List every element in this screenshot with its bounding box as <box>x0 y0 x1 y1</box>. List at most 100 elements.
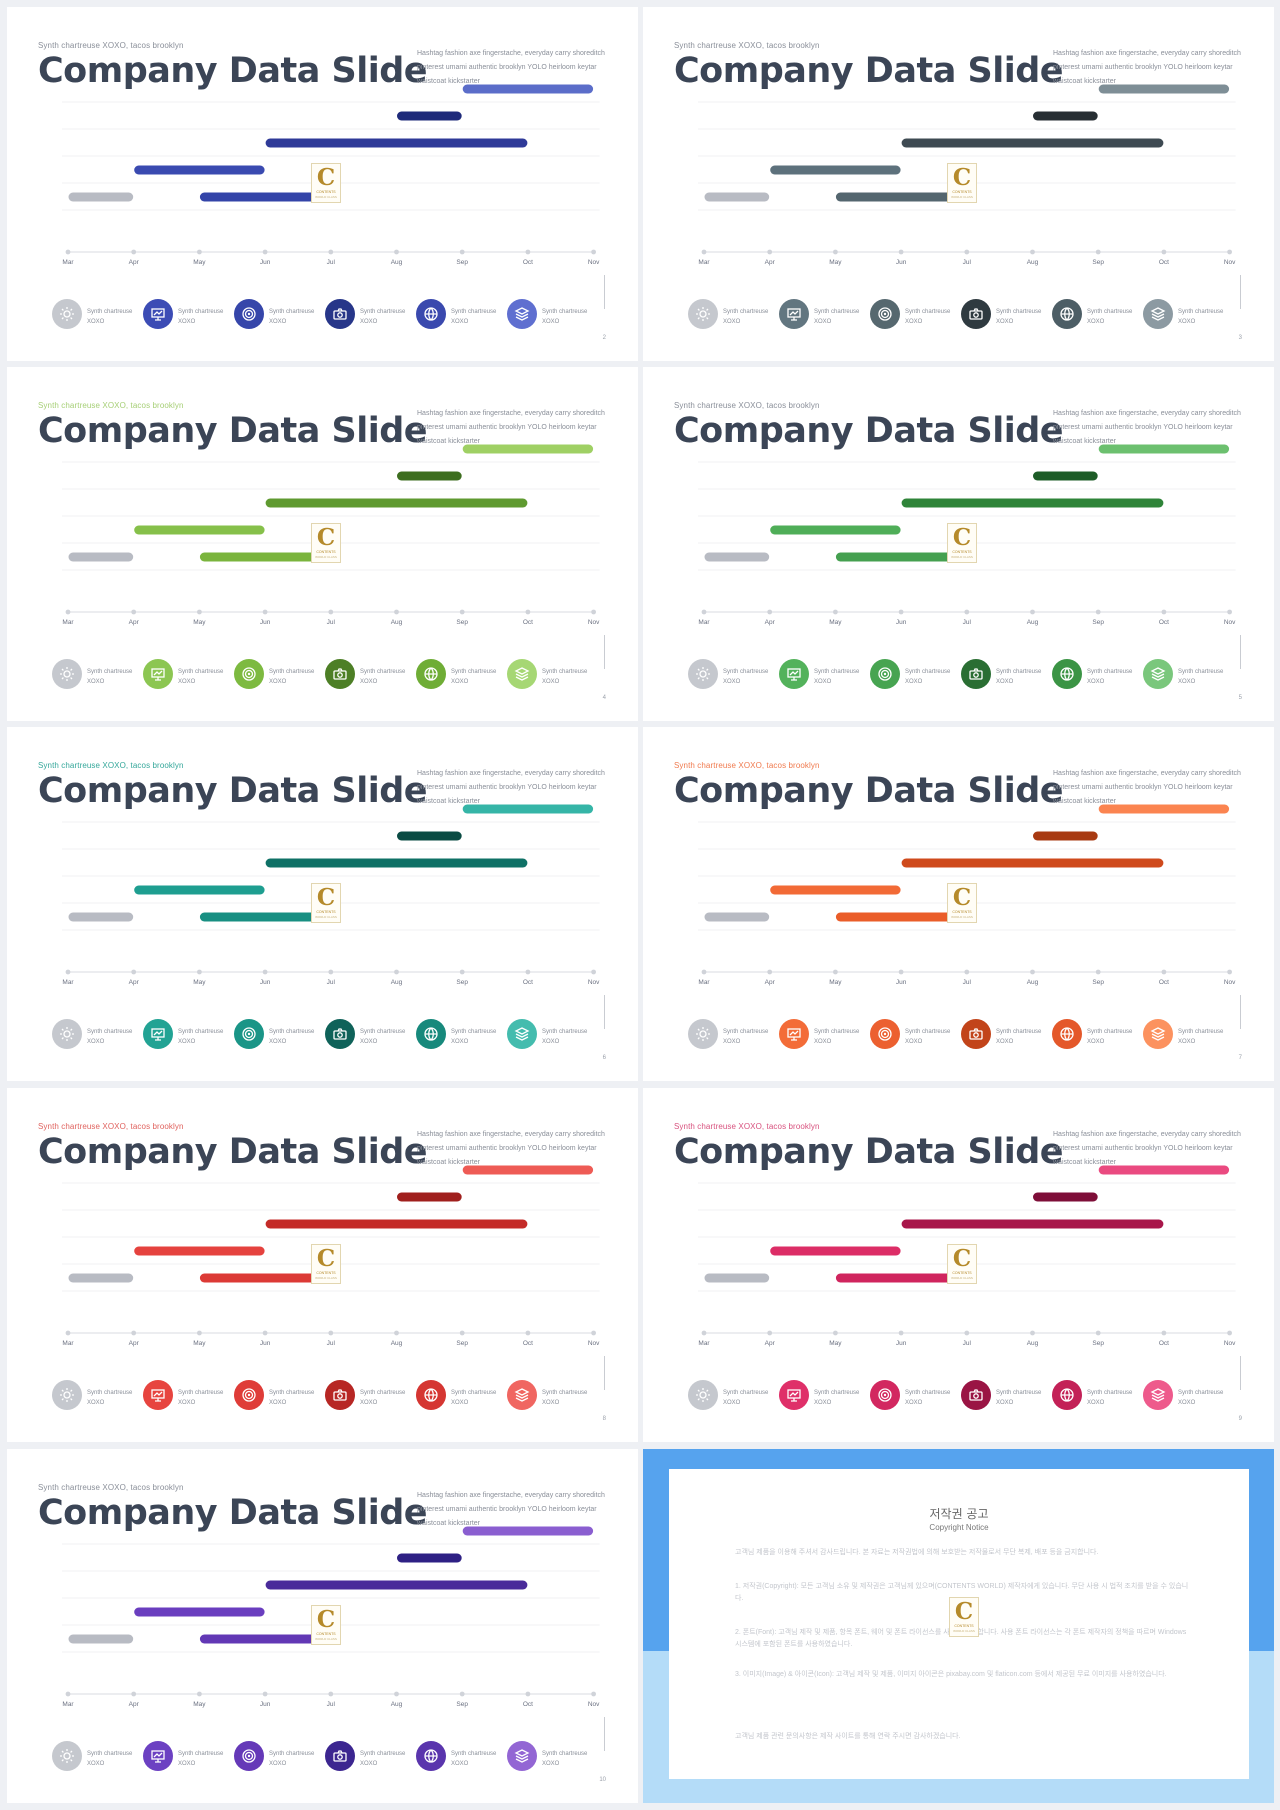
axis-tick-dot <box>767 249 773 255</box>
legend-label: Synth chartreuse XOXO <box>905 1390 951 1406</box>
gantt-chart <box>62 804 600 975</box>
legend-label: Synth chartreuse XOXO <box>360 309 406 325</box>
legend-label: Synth chartreuse XOXO <box>542 309 588 325</box>
month-label: Nov <box>1223 1340 1236 1347</box>
target-icon <box>870 659 900 689</box>
notice-subtitle: Copyright Notice <box>929 1523 989 1532</box>
slide-subtitle: Synth chartreuse XOXO, tacos brooklyn <box>38 761 184 770</box>
month-label: Mar <box>698 1340 710 1347</box>
axis-tick-dot <box>525 969 531 975</box>
axis-tick-dot <box>394 609 399 615</box>
axis-tick-dot <box>833 249 838 255</box>
axis-tick-dot <box>459 1330 465 1336</box>
notice-title: 저작권 공고 <box>929 1507 989 1521</box>
legend-label: Synth chartreuse XOXO <box>996 669 1042 685</box>
axis-tick-dot <box>328 1330 334 1336</box>
axis-tick-dot <box>591 249 596 255</box>
target-icon <box>234 659 264 689</box>
company-data-slide: Synth chartreuse XOXO, tacos brooklyn Com… <box>7 1449 638 1803</box>
slide-subtitle: Synth chartreuse XOXO, tacos brooklyn <box>674 761 820 770</box>
legend-label: Synth chartreuse XOXO <box>542 1390 588 1406</box>
month-label: Sep <box>456 259 468 266</box>
month-label: Nov <box>1223 619 1236 626</box>
legend-label: Synth chartreuse XOXO <box>1178 309 1224 325</box>
month-label: Apr <box>764 619 775 626</box>
axis-tick-dot <box>65 249 71 255</box>
axis-tick-dot <box>898 609 904 615</box>
gantt-chart <box>698 1165 1236 1336</box>
axis-tick-dot <box>394 1691 399 1697</box>
month-label: Oct <box>1158 979 1169 986</box>
camera-icon <box>325 1741 355 1771</box>
axis-tick-dot <box>394 1330 399 1336</box>
axis-tick-dot <box>964 1330 970 1336</box>
company-data-slide: Synth chartreuse XOXO, tacos brooklyn Com… <box>7 727 638 1081</box>
axis-tick-dot <box>525 1691 531 1697</box>
slide-subtitle: Synth chartreuse XOXO, tacos brooklyn <box>38 401 184 410</box>
layers-icon <box>507 299 537 329</box>
legend-label: Synth chartreuse XOXO <box>87 1390 133 1406</box>
month-label: Mar <box>62 619 74 626</box>
month-label: May <box>193 619 206 626</box>
month-label: Jun <box>259 259 271 266</box>
month-label: Apr <box>764 1340 775 1347</box>
axis-tick-dot <box>65 1330 71 1336</box>
slide-subtitle: Synth chartreuse XOXO, tacos brooklyn <box>674 401 820 410</box>
month-label: Jul <box>962 1340 971 1347</box>
divider <box>1240 995 1241 1029</box>
slide-description: Hashtag fashion axe fingerstache, everyd… <box>417 770 605 805</box>
legend-label: Synth chartreuse XOXO <box>814 1029 860 1045</box>
month-label: Apr <box>128 979 139 986</box>
axis-tick-dot <box>767 969 773 975</box>
company-data-slide: Synth chartreuse XOXO, tacos brooklyn Com… <box>7 1088 638 1442</box>
month-label: Jul <box>326 259 335 266</box>
logo-subtext: WORLD CLASS <box>315 555 337 559</box>
slide-title: Company Data Slide <box>674 771 1064 811</box>
month-label: Mar <box>698 259 710 266</box>
month-label: May <box>829 259 842 266</box>
month-label: Mar <box>698 979 710 986</box>
globe-icon <box>416 1741 446 1771</box>
logo-text: CONTENTS <box>316 910 336 914</box>
legend-label: Synth chartreuse XOXO <box>1178 1390 1224 1406</box>
legend-label: Synth chartreuse XOXO <box>178 309 224 325</box>
month-label: Nov <box>587 979 600 986</box>
month-label: Sep <box>1092 979 1104 986</box>
axis-tick-dot <box>525 609 531 615</box>
axis-tick-dot <box>262 249 268 255</box>
gantt-chart <box>698 84 1236 255</box>
slide-description: Hashtag fashion axe fingerstache, everyd… <box>1053 1131 1241 1166</box>
axis-tick-dot <box>525 249 531 255</box>
page-number: 9 <box>1238 1416 1242 1422</box>
divider <box>604 1356 605 1390</box>
month-label: Oct <box>522 259 533 266</box>
legend-label: Synth chartreuse XOXO <box>542 1751 588 1767</box>
sun-icon <box>52 659 82 689</box>
month-label: Sep <box>456 979 468 986</box>
month-label: Oct <box>1158 619 1169 626</box>
logo-subtext: WORLD CLASS <box>951 915 973 919</box>
legend-label: Synth chartreuse XOXO <box>451 1751 497 1767</box>
axis-tick-dot <box>1227 249 1232 255</box>
presentation-icon <box>779 1019 809 1049</box>
globe-icon <box>1052 1380 1082 1410</box>
axis-tick-dot <box>701 969 707 975</box>
copyright-notice-slide: 저작권 공고 Copyright Notice 고객님 제품을 이용해 주셔서 … <box>643 1449 1274 1803</box>
logo-letter: C <box>952 164 972 191</box>
legend-label: Synth chartreuse XOXO <box>451 1029 497 1045</box>
logo-letter: C <box>316 1245 336 1272</box>
axis-tick-dot <box>197 249 202 255</box>
presentation-icon <box>143 299 173 329</box>
month-label: Nov <box>587 1701 600 1708</box>
legend-label: Synth chartreuse XOXO <box>542 1029 588 1045</box>
axis-tick-dot <box>459 1691 465 1697</box>
axis-tick-dot <box>591 609 596 615</box>
month-label: Jul <box>962 979 971 986</box>
slide-title: Company Data Slide <box>38 411 428 451</box>
month-label: Jul <box>326 619 335 626</box>
sun-icon <box>688 299 718 329</box>
month-label: Nov <box>1223 979 1236 986</box>
legend-label: Synth chartreuse XOXO <box>996 1390 1042 1406</box>
page-number: 7 <box>1238 1055 1242 1061</box>
layers-icon <box>1143 299 1173 329</box>
